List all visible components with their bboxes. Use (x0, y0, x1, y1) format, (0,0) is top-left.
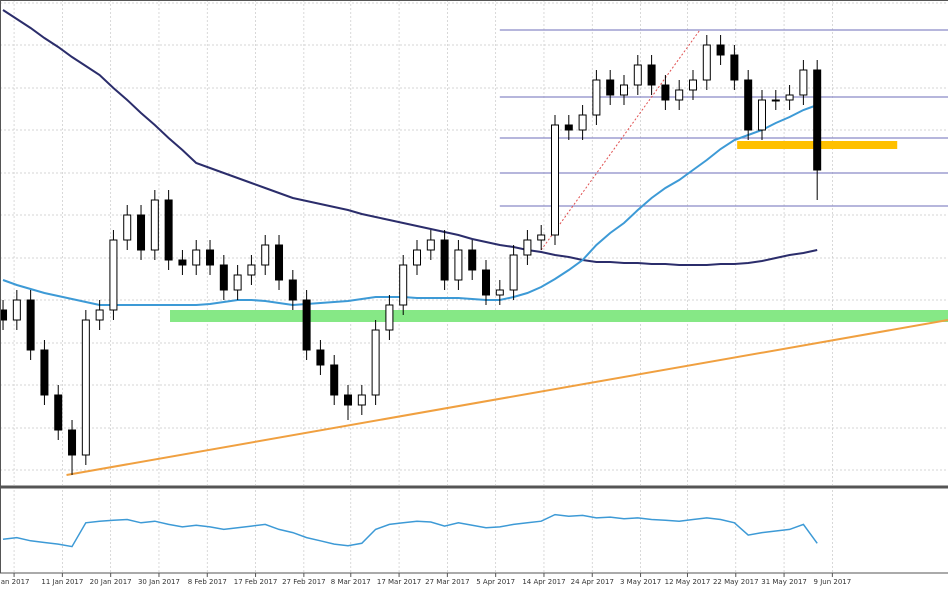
x-tick-label: 30 Jan 2017 (138, 578, 180, 586)
candle-body (495, 289, 504, 296)
x-tick-label: 22 May 2017 (713, 578, 759, 586)
x-tick-label: 27 Mar 2017 (425, 578, 469, 586)
x-tick-label: 3 May 2017 (620, 578, 661, 586)
candle-body (275, 244, 284, 281)
candle-body (688, 79, 697, 91)
candle-body (468, 249, 477, 271)
x-tick-label: 11 Jan 2017 (41, 578, 83, 586)
x-tick-label: 8 Feb 2017 (188, 578, 227, 586)
candle-body (81, 319, 90, 456)
candle-body (647, 64, 656, 86)
grid (0, 0, 948, 572)
x-tick-label: 5 Apr 2017 (476, 578, 515, 586)
x-tick-label: 20 Jan 2017 (90, 578, 132, 586)
candle-body (440, 239, 449, 281)
candle-body (302, 299, 311, 351)
x-tick-label: 8 Mar 2017 (331, 578, 371, 586)
candle-body (744, 79, 753, 131)
candle-body (785, 94, 794, 101)
candle-body (95, 309, 104, 321)
candle-body (357, 394, 366, 406)
candle-body (54, 394, 63, 431)
candle-body (0, 309, 8, 321)
candle-body (288, 279, 297, 301)
candle-body (178, 259, 187, 266)
candle-body (702, 44, 711, 81)
candle-body (730, 54, 739, 81)
candle-body (592, 79, 601, 116)
x-tick-label: 9 Jun 2017 (814, 578, 852, 586)
x-tick-label: 17 Feb 2017 (234, 578, 278, 586)
candle-body (606, 79, 615, 96)
candle-body (675, 89, 684, 101)
candle-body (316, 349, 325, 366)
candle-body (247, 264, 256, 276)
candle-body (123, 214, 132, 241)
zone (170, 310, 948, 322)
candle-body (137, 214, 146, 251)
candle-body (12, 299, 21, 321)
candle-body (40, 349, 49, 396)
candle-body (233, 274, 242, 291)
candle-body (454, 249, 463, 281)
candle-body (426, 239, 435, 251)
candle-body (68, 429, 77, 456)
candle-body (661, 84, 670, 101)
oscillator-panel (2, 513, 818, 548)
candle-body (482, 269, 491, 296)
candle-body (813, 69, 822, 171)
moving-average (2, 104, 818, 307)
candle-body (413, 249, 422, 266)
candle-body (551, 124, 560, 236)
candle-body (799, 69, 808, 96)
candle-body (619, 84, 628, 96)
candle-body (537, 234, 546, 241)
x-tick-label: 31 May 2017 (761, 578, 807, 586)
candle-body (633, 64, 642, 86)
candle-body (399, 264, 408, 306)
candle-body (150, 199, 159, 251)
candle-body (164, 199, 173, 261)
candle-body (523, 239, 532, 256)
candle-body (385, 304, 394, 331)
moving-average (2, 9, 818, 266)
candle-body (371, 329, 380, 396)
x-tick-label: 24 Apr 2017 (571, 578, 614, 586)
x-tick-label: 17 Mar 2017 (377, 578, 421, 586)
candle-body (219, 264, 228, 291)
x-tick-label: 27 Feb 2017 (282, 578, 326, 586)
candle-body (26, 299, 35, 351)
candle-body (578, 114, 587, 131)
x-tick-label: 14 Apr 2017 (522, 578, 565, 586)
candle-body (757, 99, 766, 131)
x-tick-label: Jan 2017 (0, 578, 29, 586)
candle-body (206, 249, 215, 266)
candle-body (344, 394, 353, 406)
trend-line (540, 29, 701, 251)
trend-line (66, 319, 948, 476)
candle-body (261, 244, 270, 266)
time-axis: Jan 2017 11 Jan 2017 20 Jan 2017 30 Jan 201… (0, 573, 851, 586)
candle-body (330, 364, 339, 396)
candle-body (771, 99, 780, 102)
candle-body (716, 44, 725, 56)
oscillator-line (2, 513, 818, 548)
candle-body (509, 254, 518, 291)
candle-body (564, 124, 573, 131)
x-tick-label: 12 May 2017 (665, 578, 711, 586)
price-panel (0, 9, 948, 476)
candle-body (192, 249, 201, 266)
candle-body (109, 239, 118, 311)
